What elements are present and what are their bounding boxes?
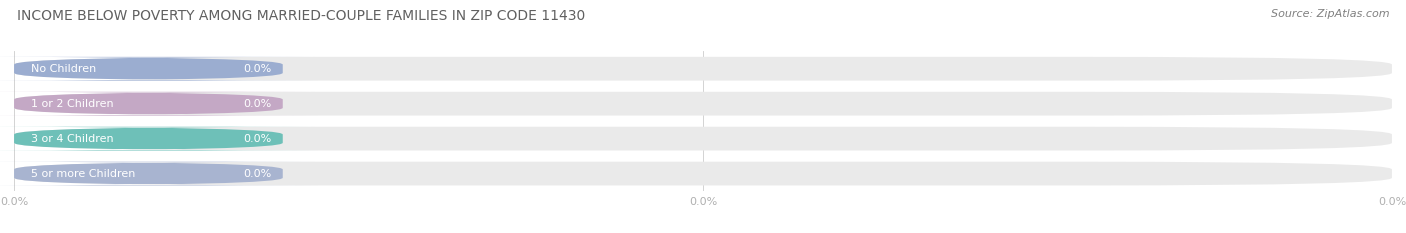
Text: 0.0%: 0.0% bbox=[243, 134, 271, 144]
FancyBboxPatch shape bbox=[0, 162, 318, 185]
Text: 3 or 4 Children: 3 or 4 Children bbox=[31, 134, 114, 144]
FancyBboxPatch shape bbox=[14, 92, 1392, 116]
Text: 1 or 2 Children: 1 or 2 Children bbox=[31, 99, 114, 109]
Text: 0.0%: 0.0% bbox=[243, 169, 271, 178]
FancyBboxPatch shape bbox=[14, 57, 1392, 81]
Text: Source: ZipAtlas.com: Source: ZipAtlas.com bbox=[1271, 9, 1389, 19]
FancyBboxPatch shape bbox=[14, 162, 1392, 185]
Text: 5 or more Children: 5 or more Children bbox=[31, 169, 135, 178]
Text: 0.0%: 0.0% bbox=[243, 64, 271, 74]
FancyBboxPatch shape bbox=[0, 57, 318, 81]
Text: 0.0%: 0.0% bbox=[243, 99, 271, 109]
Text: INCOME BELOW POVERTY AMONG MARRIED-COUPLE FAMILIES IN ZIP CODE 11430: INCOME BELOW POVERTY AMONG MARRIED-COUPL… bbox=[17, 9, 585, 23]
FancyBboxPatch shape bbox=[14, 127, 1392, 151]
Text: No Children: No Children bbox=[31, 64, 96, 74]
FancyBboxPatch shape bbox=[0, 92, 318, 116]
FancyBboxPatch shape bbox=[0, 127, 318, 151]
